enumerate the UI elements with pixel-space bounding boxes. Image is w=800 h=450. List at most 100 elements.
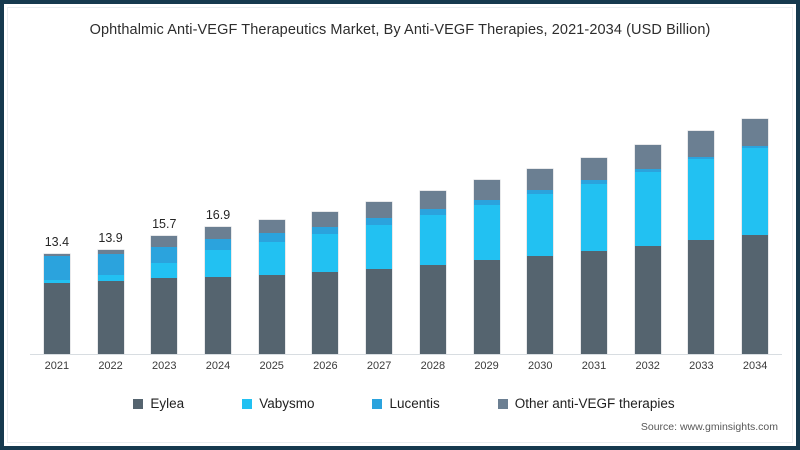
bar-segment-eylea[interactable] — [151, 278, 178, 354]
bar-segment-eylea[interactable] — [527, 255, 554, 354]
bar-column[interactable] — [312, 211, 339, 354]
legend-item-vabysmo[interactable]: Vabysmo — [242, 396, 314, 411]
bar-segment-eylea[interactable] — [419, 264, 446, 354]
stacked-bar[interactable] — [312, 211, 339, 354]
stacked-bar[interactable] — [258, 219, 285, 354]
bar-segment-other[interactable] — [258, 219, 285, 234]
bar-column[interactable] — [527, 168, 554, 354]
stacked-bar[interactable] — [366, 201, 393, 354]
x-tick-label: 2031 — [581, 360, 607, 372]
bar-segment-other[interactable] — [97, 249, 124, 254]
bar-segment-eylea[interactable] — [366, 268, 393, 354]
bar-segment-eylea[interactable] — [742, 234, 769, 354]
bar-segment-vabysmo[interactable] — [366, 225, 393, 269]
x-tick-label: 2028 — [420, 360, 446, 372]
stacked-bar[interactable] — [742, 118, 769, 354]
x-tick-label: 2029 — [474, 360, 499, 372]
stacked-bar[interactable] — [419, 191, 446, 354]
bar-column[interactable] — [151, 236, 178, 354]
bar-segment-lucentis[interactable] — [419, 209, 446, 216]
bar-segment-other[interactable] — [419, 191, 446, 210]
bar-segment-other[interactable] — [742, 118, 769, 146]
stacked-bar[interactable] — [151, 236, 178, 354]
bar-segment-vabysmo[interactable] — [258, 242, 285, 275]
bar-segment-vabysmo[interactable] — [43, 279, 70, 283]
bar-value-label: 16.9 — [205, 208, 231, 223]
x-tick-label: 2027 — [366, 360, 392, 372]
chart-legend: Eylea Vabysmo Lucentis Other anti-VEGF ther… — [4, 396, 796, 411]
bar-segment-eylea[interactable] — [43, 282, 70, 354]
x-tick-label: 2026 — [313, 360, 338, 372]
bar-segment-vabysmo[interactable] — [205, 249, 231, 277]
bar-segment-other[interactable] — [312, 211, 339, 227]
bar-segment-lucentis[interactable] — [151, 246, 178, 263]
bar-segment-other[interactable] — [527, 168, 554, 190]
bar-segment-eylea[interactable] — [312, 271, 339, 354]
bar-segment-lucentis[interactable] — [205, 239, 231, 250]
legend-item-lucentis[interactable]: Lucentis — [372, 396, 440, 411]
bar-segment-lucentis[interactable] — [43, 255, 70, 280]
bar-segment-vabysmo[interactable] — [151, 262, 178, 279]
stacked-bar[interactable] — [473, 180, 500, 354]
stacked-bar[interactable] — [97, 249, 124, 354]
bar-segment-other[interactable] — [43, 253, 70, 256]
bar-segment-eylea[interactable] — [205, 276, 231, 354]
bar-column[interactable] — [419, 191, 446, 354]
bar-segment-other[interactable] — [581, 157, 607, 180]
bar-segment-vabysmo[interactable] — [312, 234, 339, 272]
bar-segment-eylea[interactable] — [581, 251, 607, 354]
bar-segment-vabysmo[interactable] — [634, 171, 661, 246]
bar-segment-lucentis[interactable] — [366, 218, 393, 225]
bar-segment-lucentis[interactable] — [258, 233, 285, 243]
x-tick-label: 2022 — [98, 360, 123, 372]
bar-segment-eylea[interactable] — [688, 240, 715, 354]
bar-segment-vabysmo[interactable] — [473, 204, 500, 261]
x-tick-label: 2032 — [635, 360, 660, 372]
bar-column[interactable] — [205, 227, 231, 354]
bar-segment-lucentis[interactable] — [527, 189, 554, 195]
bar-segment-other[interactable] — [688, 131, 715, 157]
bar-segment-vabysmo[interactable] — [527, 194, 554, 256]
bar-column[interactable] — [581, 157, 607, 354]
bar-column[interactable] — [43, 253, 70, 354]
bar-segment-other[interactable] — [366, 201, 393, 219]
bar-segment-lucentis[interactable] — [581, 180, 607, 184]
bar-segment-eylea[interactable] — [634, 246, 661, 354]
bar-segment-other[interactable] — [473, 180, 500, 200]
bar-segment-eylea[interactable] — [258, 274, 285, 354]
bar-segment-eylea[interactable] — [97, 281, 124, 354]
legend-swatch-icon — [372, 398, 383, 409]
bar-column[interactable] — [634, 144, 661, 354]
bar-column[interactable] — [742, 118, 769, 354]
legend-item-other[interactable]: Other anti-VEGF therapies — [497, 396, 675, 411]
stacked-bar[interactable] — [205, 227, 231, 354]
bar-column[interactable] — [97, 249, 124, 354]
bar-segment-vabysmo[interactable] — [688, 159, 715, 240]
stacked-bar[interactable] — [581, 157, 607, 354]
x-tick-label: 2023 — [152, 360, 177, 372]
bar-segment-vabysmo[interactable] — [742, 147, 769, 235]
bar-segment-vabysmo[interactable] — [581, 183, 607, 252]
bar-segment-vabysmo[interactable] — [97, 274, 124, 282]
bar-segment-other[interactable] — [205, 227, 231, 240]
bar-segment-lucentis[interactable] — [688, 156, 715, 159]
stacked-bar[interactable] — [634, 144, 661, 354]
bar-segment-lucentis[interactable] — [97, 253, 124, 275]
stacked-bar[interactable] — [43, 253, 70, 354]
bar-column[interactable] — [688, 131, 715, 354]
legend-item-eylea[interactable]: Eylea — [133, 396, 184, 411]
bar-segment-other[interactable] — [151, 236, 178, 247]
bar-segment-eylea[interactable] — [473, 260, 500, 354]
bar-segment-vabysmo[interactable] — [419, 215, 446, 265]
stacked-bar[interactable] — [527, 168, 554, 354]
bar-segment-lucentis[interactable] — [473, 199, 500, 205]
bar-segment-lucentis[interactable] — [634, 168, 661, 172]
stacked-bar[interactable] — [688, 131, 715, 354]
bar-segment-lucentis[interactable] — [312, 226, 339, 234]
bar-column[interactable] — [258, 219, 285, 354]
bar-column[interactable] — [473, 180, 500, 354]
bar-segment-other[interactable] — [634, 144, 661, 169]
bar-segment-lucentis[interactable] — [742, 145, 769, 148]
bar-column[interactable] — [366, 201, 393, 354]
